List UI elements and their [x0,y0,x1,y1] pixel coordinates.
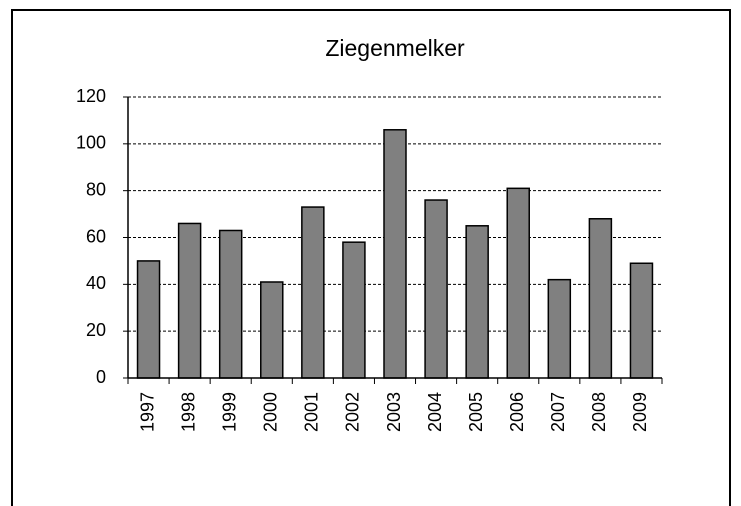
bar [218,229,243,379]
bar [260,281,284,379]
bar [301,206,325,379]
x-tick-label: 1999 [219,392,239,432]
y-tick-label: 0 [96,367,106,387]
x-tick-label: 1997 [137,392,157,432]
bar [629,262,654,379]
x-tick-label: 1998 [178,392,198,432]
bar [177,222,202,379]
bar [465,225,489,379]
y-tick-label: 60 [86,226,106,246]
x-tick-label: 2008 [589,392,609,432]
chart-title: Ziegenmelker [325,35,465,61]
bar [342,241,366,379]
x-tick-label: 2000 [261,392,281,432]
bar [547,278,572,379]
y-tick-label: 40 [86,273,106,293]
y-tick-label: 100 [76,133,106,153]
y-tick-label: 20 [86,320,106,340]
chart-frame [11,9,731,506]
bar [506,187,530,379]
x-tick-label: 2005 [466,392,486,432]
x-tick-label: 2006 [507,392,527,432]
x-tick-label: 2002 [343,392,363,432]
x-tick-label: 2009 [630,392,650,432]
x-tick-label: 2004 [425,392,445,432]
y-tick-label: 120 [76,86,106,106]
x-tick-label: 2003 [384,392,404,432]
bar [383,129,407,379]
y-tick-label: 80 [86,179,106,199]
bar [424,199,448,379]
bar [136,260,161,379]
x-tick-label: 2007 [548,392,568,432]
x-tick-label: 2001 [302,392,322,432]
bar [588,218,613,379]
